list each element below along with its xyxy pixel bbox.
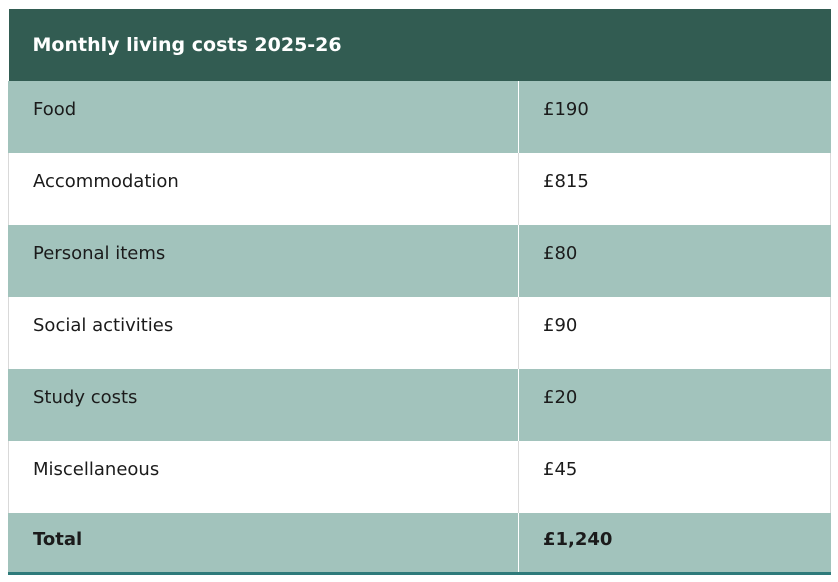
table-row: Miscellaneous £45	[8, 441, 831, 513]
table-row: Accommodation £815	[8, 153, 831, 225]
cost-item-label: Miscellaneous	[8, 441, 519, 513]
cost-item-label: Social activities	[8, 297, 519, 369]
cost-item-label: Study costs	[8, 369, 519, 441]
cost-item-amount: £80	[518, 225, 831, 297]
table-row: Food £190	[8, 81, 831, 153]
table-row: Social activities £90	[8, 297, 831, 369]
table-row: Study costs £20	[8, 369, 831, 441]
cost-item-amount: £815	[518, 153, 831, 225]
cost-item-amount: £45	[518, 441, 831, 513]
living-costs-table: Monthly living costs 2025-26 Food £190 A…	[8, 9, 831, 575]
total-row: Total £1,240	[8, 513, 831, 575]
table-header-row: Monthly living costs 2025-26	[8, 9, 831, 81]
cost-item-label: Personal items	[8, 225, 519, 297]
cost-item-amount: £20	[518, 369, 831, 441]
cost-item-label: Food	[8, 81, 519, 153]
table-title: Monthly living costs 2025-26	[8, 9, 831, 81]
table-row: Personal items £80	[8, 225, 831, 297]
total-label: Total	[8, 513, 519, 575]
total-amount: £1,240	[518, 513, 831, 575]
cost-item-amount: £190	[518, 81, 831, 153]
cost-item-label: Accommodation	[8, 153, 519, 225]
cost-item-amount: £90	[518, 297, 831, 369]
